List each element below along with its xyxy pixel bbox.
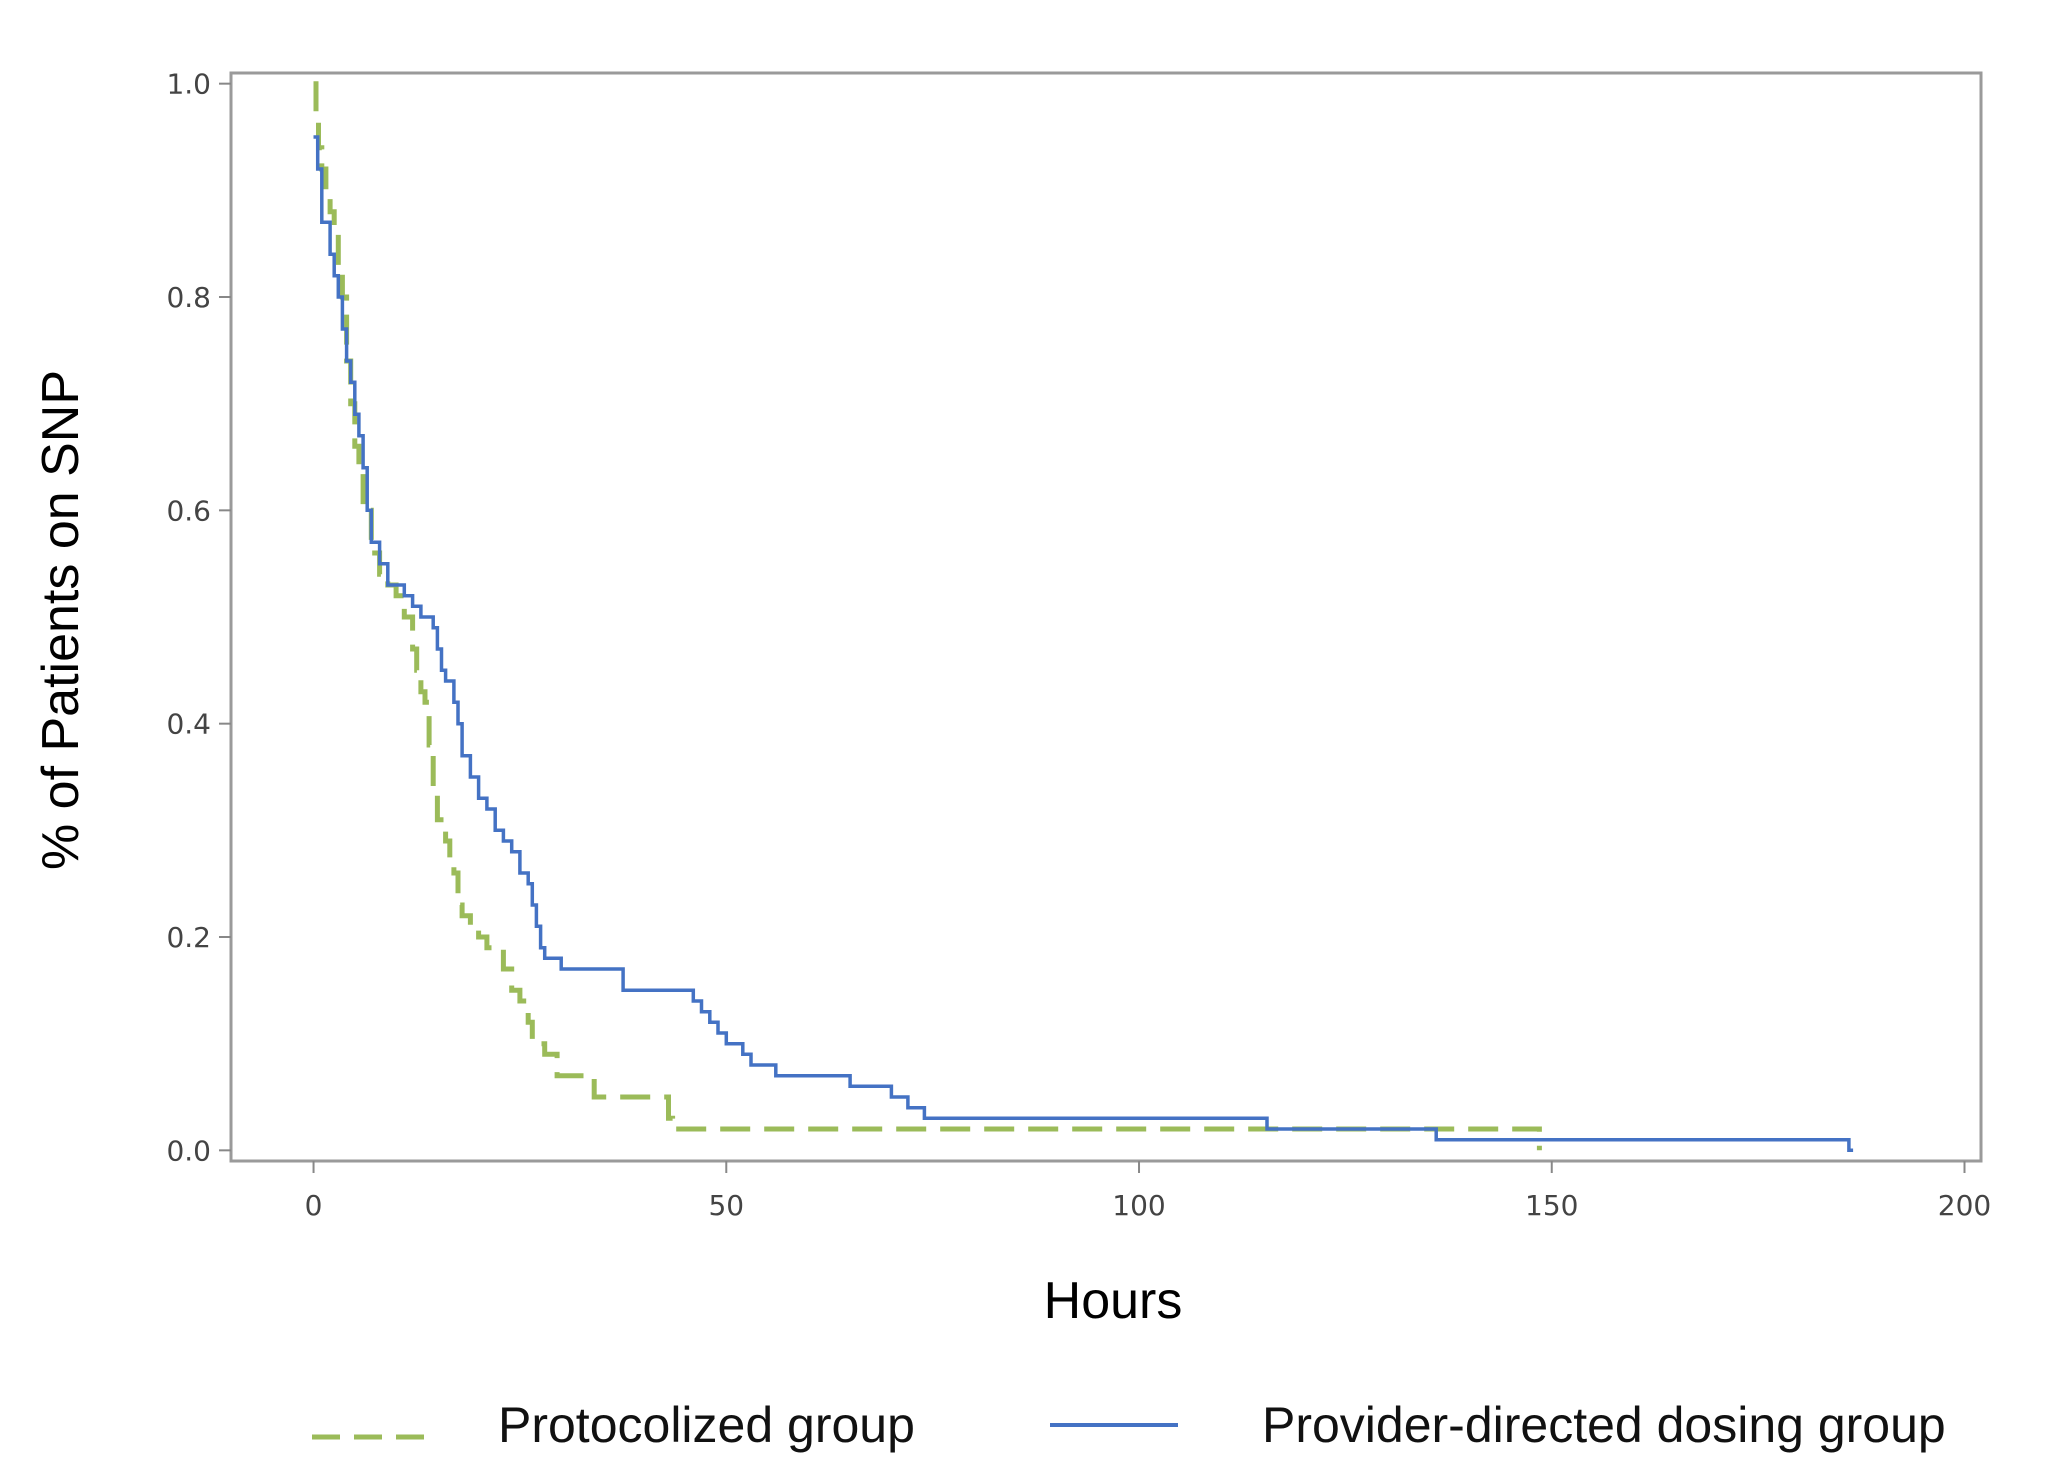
y-tick-label: 0.8 [166, 281, 211, 314]
legend-label-protocolized: Protocolized group [498, 1397, 915, 1453]
protocolized-group-line [313, 81, 1542, 1151]
legend-label-provider-directed: Provider-directed dosing group [1262, 1397, 1946, 1453]
provider-directed-group-line [313, 135, 1854, 1153]
y-tick-label: 0.4 [166, 708, 211, 741]
series-lines [313, 81, 1854, 1153]
y-axis-ticks: 0.0 0.2 0.4 0.6 0.8 1.0 [166, 68, 231, 1167]
y-tick-label: 1.0 [166, 68, 211, 101]
x-axis-ticks: 0 50 100 150 200 [305, 1161, 1991, 1222]
plot-frame [229, 71, 1983, 1163]
x-axis-title: Hours [1044, 1272, 1183, 1330]
x-tick-label: 100 [1112, 1189, 1165, 1222]
y-tick-label: 0.0 [166, 1134, 211, 1167]
y-tick-label: 0.2 [166, 921, 211, 954]
y-axis-title: % of Patients on SNP [32, 370, 90, 870]
x-tick-label: 150 [1525, 1189, 1578, 1222]
x-tick-label: 200 [1938, 1189, 1991, 1222]
legend: Protocolized group Provider-directed dos… [312, 1397, 1946, 1453]
y-tick-label: 0.6 [166, 494, 211, 527]
x-tick-label: 50 [708, 1189, 744, 1222]
x-tick-label: 0 [305, 1189, 323, 1222]
